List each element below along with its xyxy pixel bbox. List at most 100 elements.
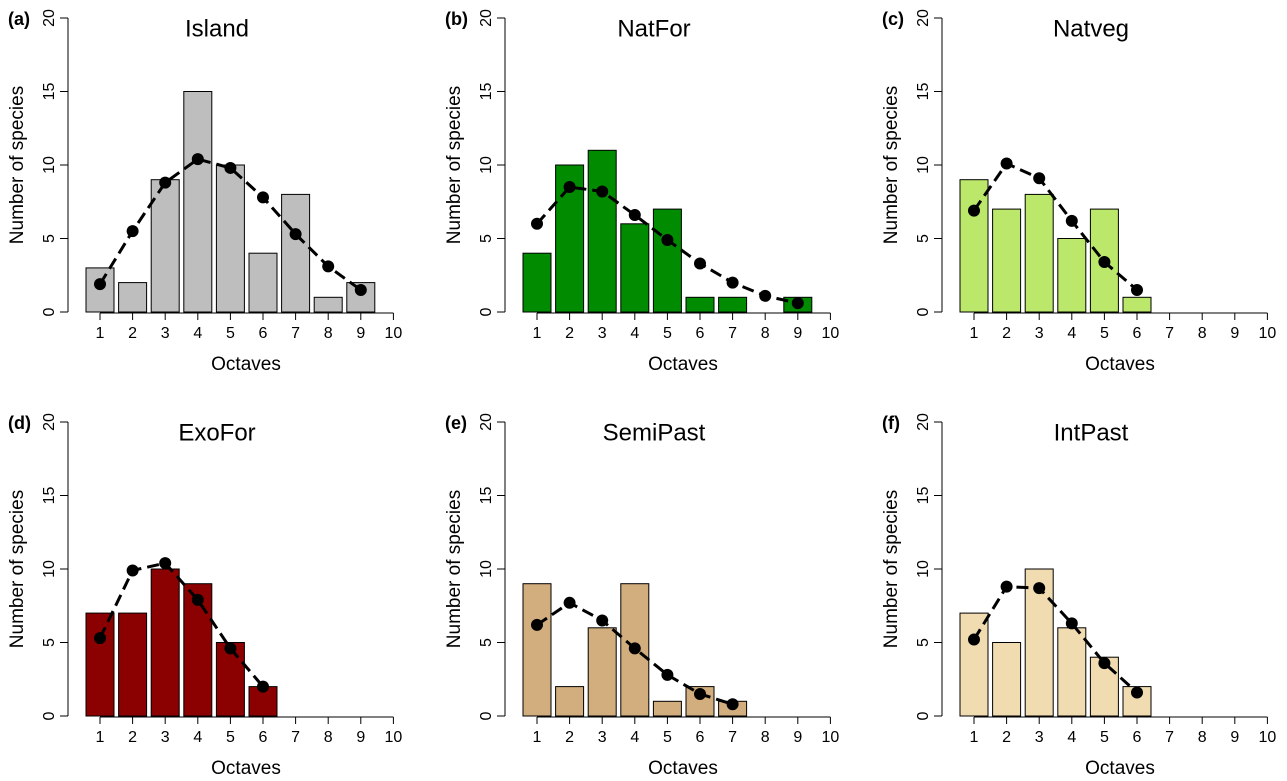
bar [313, 296, 343, 313]
y-axis-label: Number of species [444, 490, 465, 648]
bar [587, 149, 617, 313]
y-tick-label: 0 [41, 711, 58, 720]
y-tick-label: 5 [915, 234, 932, 243]
panel: 0 5 10 15 20 1 2 3 4 5 6 7 8 9 10 (b) NatFor Number of sp… [444, 9, 839, 375]
fit-point [726, 276, 739, 289]
bar [959, 179, 989, 313]
fit-point [1131, 283, 1143, 296]
y-tick-label: 0 [915, 711, 932, 720]
x-tick-label: 10 [385, 325, 403, 342]
panel-label: (d) [8, 413, 31, 433]
x-tick-label: 1 [96, 325, 105, 342]
x-tick-label: 5 [1100, 325, 1109, 342]
fit-point [1065, 617, 1078, 630]
y-tick-label: 10 [41, 560, 58, 578]
bar [1122, 296, 1152, 313]
x-tick-label: 3 [598, 325, 607, 342]
x-tick-label: 6 [696, 325, 705, 342]
bar [685, 296, 715, 313]
bar [1057, 238, 1087, 313]
x-tick-label: 7 [1165, 325, 1174, 342]
fit-point [1000, 157, 1013, 170]
y-tick-label: 10 [478, 560, 495, 578]
x-tick-label: 4 [1067, 729, 1076, 746]
bar [959, 612, 989, 717]
x-tick-label: 6 [696, 729, 705, 746]
panel-label: (c) [882, 9, 904, 29]
x-tick-label: 8 [761, 325, 770, 342]
y-axis-label: Number of species [881, 86, 902, 244]
bar [85, 612, 115, 717]
bar [587, 627, 617, 717]
x-tick-label: 10 [1259, 325, 1277, 342]
bar [85, 267, 115, 313]
panel-title: SemiPast [603, 419, 706, 446]
fit-point [257, 191, 269, 204]
x-tick-label: 4 [1067, 325, 1076, 342]
x-tick-label: 8 [761, 729, 770, 746]
bar [555, 686, 585, 717]
bar [992, 208, 1022, 313]
y-tick-label: 15 [915, 487, 932, 505]
fit-point [531, 217, 543, 230]
bar [522, 583, 552, 717]
x-tick-label: 9 [793, 325, 802, 342]
fit-point [1033, 172, 1046, 185]
x-axis-label: Octaves [211, 758, 281, 779]
x-tick-label: 1 [533, 325, 542, 342]
fit-point [563, 181, 576, 194]
fit-point [322, 260, 335, 273]
fit-line [98, 157, 362, 292]
x-tick-label: 3 [1035, 729, 1044, 746]
panel: 0 5 10 15 20 1 2 3 4 5 6 7 8 9 10 (f) IntPast Number of s… [881, 413, 1276, 779]
fit-point [1065, 214, 1078, 227]
fit-point [968, 633, 980, 646]
bar [522, 252, 552, 313]
panel: 0 5 10 15 20 1 2 3 4 5 6 7 8 9 10 (c) Natveg Number of sp… [881, 9, 1276, 375]
x-tick-label: 3 [1035, 325, 1044, 342]
fit-point [159, 557, 172, 570]
fit-point [191, 153, 204, 166]
y-tick-label: 20 [41, 9, 58, 27]
y-tick-label: 20 [915, 9, 932, 27]
fit-point [791, 297, 804, 310]
x-tick-label: 5 [1100, 729, 1109, 746]
bar [150, 179, 180, 313]
x-tick-label: 3 [598, 729, 607, 746]
bar [281, 193, 311, 313]
y-tick-label: 0 [478, 711, 495, 720]
x-tick-label: 4 [193, 729, 202, 746]
bar [150, 568, 180, 717]
fit-point [531, 618, 543, 631]
x-axis-label: Octaves [1085, 758, 1155, 779]
y-tick-label: 0 [915, 307, 932, 316]
bar [1024, 193, 1054, 313]
bar [652, 208, 682, 313]
y-tick-label: 15 [41, 487, 58, 505]
bar [718, 296, 748, 313]
y-tick-label: 10 [41, 156, 58, 174]
panel-title: Island [185, 15, 249, 42]
y-tick-label: 5 [915, 638, 932, 647]
y-tick-label: 0 [41, 307, 58, 316]
fit-line [972, 585, 1139, 694]
x-tick-label: 5 [663, 325, 672, 342]
y-axis-label: Number of species [881, 490, 902, 648]
fit-point [94, 278, 106, 291]
x-tick-label: 1 [96, 729, 105, 746]
y-tick-label: 5 [478, 234, 495, 243]
y-tick-label: 10 [478, 156, 495, 174]
x-axis-label: Octaves [1085, 354, 1155, 375]
y-tick-label: 15 [478, 487, 495, 505]
x-tick-label: 7 [728, 729, 737, 746]
fit-point [1098, 657, 1111, 670]
bar [685, 686, 715, 717]
fit-point [289, 228, 302, 241]
x-tick-label: 2 [128, 729, 137, 746]
x-tick-label: 9 [356, 325, 365, 342]
panel: 0 5 10 15 20 1 2 3 4 5 6 7 8 9 10 (a) Island Number of sp… [7, 9, 402, 375]
panel-title: IntPast [1054, 419, 1129, 446]
x-tick-label: 9 [356, 729, 365, 746]
x-tick-label: 7 [728, 325, 737, 342]
